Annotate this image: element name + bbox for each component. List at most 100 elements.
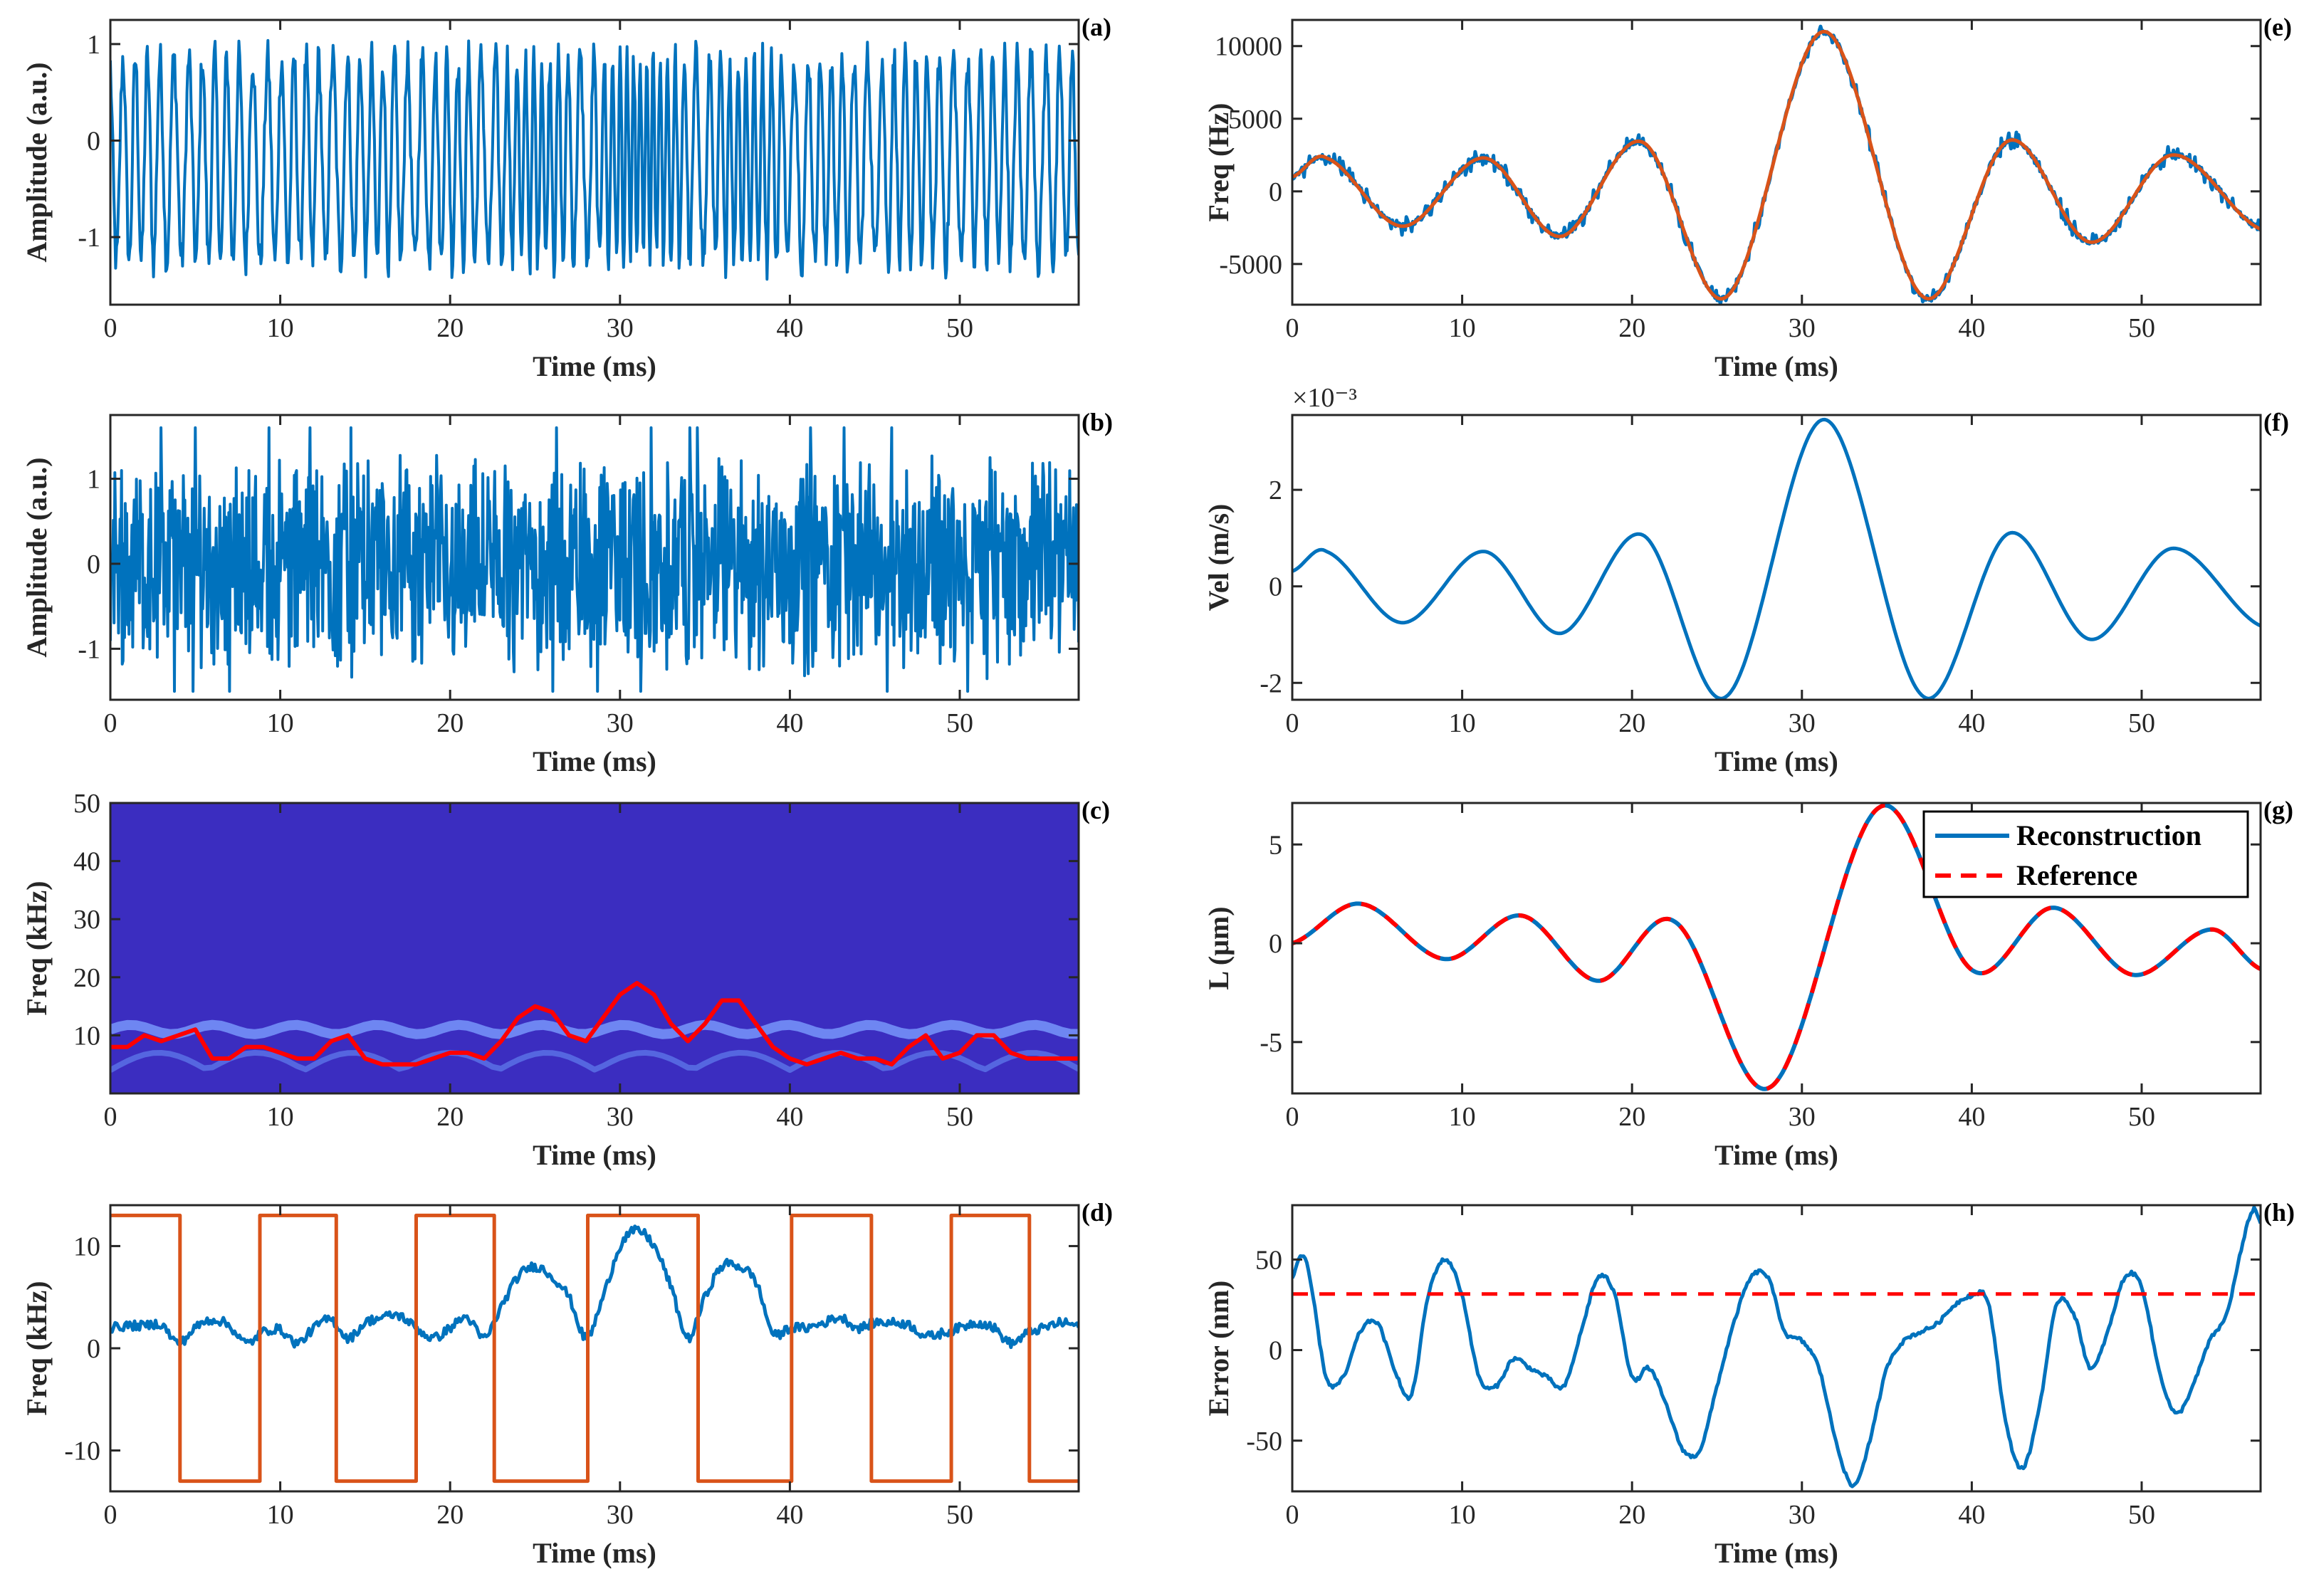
series-fit [1292, 29, 2261, 301]
axis-exponent-label: ×10⁻³ [1292, 383, 1357, 413]
x-tick-label: 50 [946, 1102, 973, 1132]
y-tick-label: -1 [78, 634, 100, 664]
plot-area-c [110, 803, 1079, 1093]
y-axis-title: Amplitude (a.u.) [21, 62, 53, 262]
x-tick-label: 40 [1958, 1102, 1985, 1132]
x-tick-label: 40 [1958, 313, 1985, 343]
y-axis-title: Error (nm) [1203, 1281, 1235, 1417]
x-tick-label: 10 [1449, 313, 1476, 343]
y-axis-title: Freq (kHz) [21, 1281, 53, 1415]
panel-label: (a) [1082, 13, 1111, 41]
series-measured [1292, 24, 2261, 305]
x-tick-label: 10 [1449, 1500, 1476, 1530]
x-tick-label: 0 [1286, 1500, 1299, 1530]
series-velocity [1292, 417, 2261, 700]
y-tick-label: 40 [73, 847, 100, 877]
series-error [1292, 1205, 2261, 1489]
x-tick-label: 40 [776, 1500, 803, 1530]
panel-d: 0 10 20 30 40 50 -10 0 10 Time (ms) Freq (kHz) (d) [21, 1198, 1113, 1569]
x-tick-label: 0 [1286, 1102, 1299, 1132]
axes-box-a [109, 19, 1080, 306]
y-axis-title: Freq (Hz) [1203, 103, 1235, 222]
panel-g: 0 10 20 30 40 50 -5 0 5 Time (ms) L (μm) (g) Reconst… [1203, 796, 2293, 1171]
panel-b: 0 10 20 30 40 50 -1 0 1 Time (ms) Amplitude (a.u.)… [21, 408, 1113, 777]
x-tick-label: 20 [1618, 1102, 1645, 1132]
panel-label: (d) [1082, 1198, 1113, 1227]
x-tick-label: 20 [1618, 1500, 1645, 1530]
x-axis-title: Time (ms) [1714, 1139, 1838, 1171]
x-tick-label: 30 [1789, 708, 1816, 738]
y-tick-label: -10 [64, 1437, 100, 1466]
x-tick-label: 0 [104, 708, 117, 738]
y-tick-label: 0 [87, 550, 100, 579]
y-axis-title: Vel (m/s) [1203, 504, 1235, 611]
y-axis-title: Amplitude (a.u.) [21, 457, 53, 657]
axes-box-c [109, 802, 1080, 1095]
x-tick-label: 10 [267, 313, 294, 343]
x-axis-title: Time (ms) [533, 350, 656, 382]
y-tick-label: 5 [1269, 830, 1282, 860]
y-tick-label: 2 [1269, 476, 1282, 505]
x-axis-title: Time (ms) [533, 1537, 656, 1569]
x-tick-label: 50 [2128, 1500, 2155, 1530]
axes-box-h [1291, 1204, 2262, 1493]
x-tick-label: 20 [436, 1102, 464, 1132]
x-tick-label: 10 [267, 1102, 294, 1132]
y-tick-label: -5 [1260, 1028, 1282, 1058]
x-tick-label: 30 [1789, 1102, 1816, 1132]
y-tick-label: 50 [73, 789, 100, 819]
x-tick-label: 0 [1286, 313, 1299, 343]
panel-label: (f) [2263, 408, 2289, 436]
plot-area-e [1292, 24, 2261, 305]
panel-label: (h) [2263, 1198, 2295, 1227]
y-tick-label: 5000 [1228, 105, 1282, 135]
legend-label: Reference [2016, 859, 2137, 891]
y-tick-label: -50 [1246, 1427, 1282, 1456]
x-tick-label: 20 [436, 1500, 464, 1530]
y-tick-label: 0 [1269, 1336, 1282, 1366]
series-instantaneous-frequency [110, 1224, 1079, 1350]
y-axis-title: L (μm) [1203, 906, 1235, 989]
spectrogram-lower-band [110, 1049, 1079, 1073]
x-tick-label: 30 [607, 313, 634, 343]
x-tick-label: 0 [1286, 708, 1299, 738]
y-tick-label: 10 [73, 1232, 100, 1261]
legend: Reconstruction Reference [1922, 810, 2249, 898]
axes-box-g [1291, 802, 2262, 1095]
series-ridge [110, 981, 1079, 1067]
x-tick-label: 50 [2128, 1102, 2155, 1132]
x-tick-label: 50 [2128, 708, 2155, 738]
legend-label: Reconstruction [2016, 819, 2201, 851]
x-tick-label: 10 [267, 1500, 294, 1530]
x-tick-label: 50 [946, 313, 973, 343]
x-tick-label: 30 [607, 1102, 634, 1132]
x-axis-title: Time (ms) [533, 745, 656, 777]
series-noisy-signal [110, 426, 1079, 693]
spectrogram-background [110, 803, 1079, 1093]
series-direction [110, 1213, 1079, 1484]
x-tick-label: 50 [946, 708, 973, 738]
x-tick-label: 20 [436, 708, 464, 738]
axes-box-b [109, 414, 1080, 701]
series-interference-signal [110, 38, 1079, 281]
y-axis-title: Freq (kHz) [21, 881, 53, 1015]
y-tick-label: 0 [87, 126, 100, 156]
x-tick-label: 10 [1449, 708, 1476, 738]
x-tick-label: 50 [946, 1500, 973, 1530]
x-tick-label: 30 [607, 1500, 634, 1530]
x-axis-title: Time (ms) [1714, 350, 1838, 382]
x-tick-label: 0 [104, 1500, 117, 1530]
y-tick-label: 0 [1269, 177, 1282, 207]
axes-box-f [1291, 414, 2262, 701]
panel-label: (b) [1082, 408, 1113, 436]
y-tick-label: 0 [1269, 572, 1282, 602]
x-tick-label: 40 [776, 1102, 803, 1132]
x-tick-label: 30 [1789, 1500, 1816, 1530]
y-tick-label: 20 [73, 963, 100, 993]
y-tick-label: 50 [1255, 1245, 1282, 1275]
y-tick-label: 0 [87, 1334, 100, 1364]
x-tick-label: 40 [1958, 1500, 1985, 1530]
y-tick-label: -2 [1260, 668, 1282, 698]
